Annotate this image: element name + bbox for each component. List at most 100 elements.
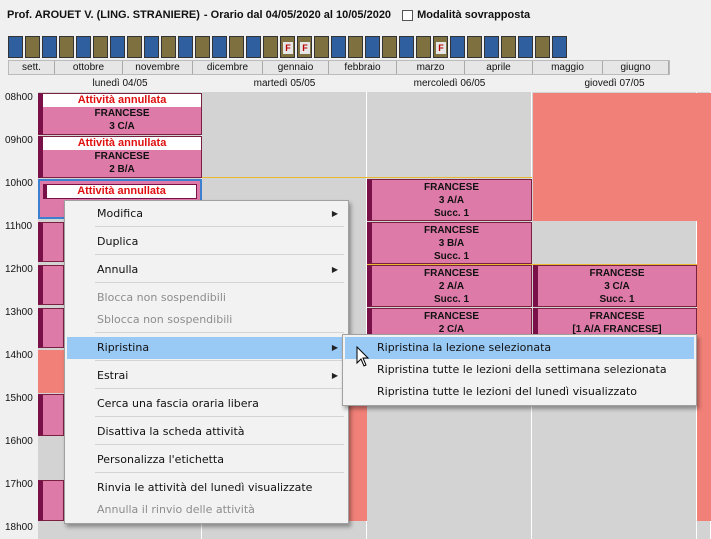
month-label[interactable]: dicembre xyxy=(193,61,263,74)
week-cell[interactable] xyxy=(484,36,499,58)
hour-label: 13h00 xyxy=(5,307,33,318)
lesson-class: 3 C/A xyxy=(604,281,630,292)
week-cell[interactable] xyxy=(552,36,567,58)
lesson-subject: FRANCESE xyxy=(423,182,479,193)
month-label[interactable]: ottobre xyxy=(55,61,123,74)
week-cell[interactable] xyxy=(161,36,176,58)
lesson-card[interactable]: Attività annullata FRANCESE 3 C/A xyxy=(38,93,202,135)
week-cell[interactable] xyxy=(144,36,159,58)
week-cell[interactable] xyxy=(195,36,210,58)
month-label[interactable]: sett. xyxy=(9,61,55,74)
week-cell[interactable] xyxy=(127,36,142,58)
month-label[interactable]: marzo xyxy=(397,61,465,74)
week-cell[interactable]: F xyxy=(433,36,448,58)
menu-item[interactable]: Modifica ▶ xyxy=(67,203,346,225)
week-cell[interactable] xyxy=(59,36,74,58)
menu-separator xyxy=(95,388,344,389)
lesson-note: Succ. 1 xyxy=(599,294,635,305)
lesson-class: [1 A/A FRANCESE] xyxy=(572,324,662,335)
menu-item[interactable]: Estrai ▶ xyxy=(67,365,346,387)
week-cell[interactable] xyxy=(76,36,91,58)
lesson-card[interactable] xyxy=(38,480,64,521)
hour-label: 12h00 xyxy=(5,264,33,275)
menu-item-label: Duplica xyxy=(97,235,139,248)
week-cell[interactable] xyxy=(178,36,193,58)
overlay-checkbox[interactable] xyxy=(402,9,414,21)
week-cell[interactable] xyxy=(382,36,397,58)
holiday-flag: F xyxy=(283,42,293,54)
menu-item[interactable]: Duplica xyxy=(67,231,346,253)
week-cell[interactable] xyxy=(416,36,431,58)
lesson-note: Succ. 1 xyxy=(433,208,470,219)
menu-item[interactable]: Rinvia le attività del lunedì visualizza… xyxy=(67,477,346,499)
week-cell[interactable] xyxy=(246,36,261,58)
month-label[interactable]: giugno xyxy=(603,61,669,74)
week-cell[interactable]: F xyxy=(280,36,295,58)
week-cell[interactable] xyxy=(42,36,57,58)
lesson-card[interactable]: FRANCESE 3 B/A Succ. 1 xyxy=(367,222,532,264)
week-cell[interactable] xyxy=(263,36,278,58)
submenu-arrow-icon: ▶ xyxy=(331,371,338,380)
week-cell[interactable]: F xyxy=(297,36,312,58)
month-label[interactable]: aprile xyxy=(465,61,533,74)
menu-item[interactable]: Disattiva la scheda attività xyxy=(67,421,346,443)
submenu-item-restore-selected[interactable]: Ripristina la lezione selezionata xyxy=(345,337,694,359)
lesson-card[interactable]: Attività annullata FRANCESE 2 B/A xyxy=(38,136,202,178)
lesson-class: 2 B/A xyxy=(109,164,135,175)
week-cell[interactable] xyxy=(110,36,125,58)
cancelled-label: Attività annullata xyxy=(43,137,201,150)
menu-item-label: Blocca non sospendibili xyxy=(97,291,226,304)
menu-item-label: Ripristina xyxy=(97,341,150,354)
lesson-subject: FRANCESE xyxy=(94,151,150,162)
week-cell[interactable] xyxy=(399,36,414,58)
day-header-wednesday[interactable]: mercoledì 06/05 xyxy=(413,78,486,89)
cancelled-label: Attività annullata xyxy=(43,94,201,107)
menu-item[interactable]: Cerca una fascia oraria libera xyxy=(67,393,346,415)
lesson-card[interactable] xyxy=(38,222,64,262)
week-cell[interactable] xyxy=(8,36,23,58)
menu-separator xyxy=(95,332,344,333)
menu-item[interactable]: Personalizza l'etichetta xyxy=(67,449,346,471)
lesson-card[interactable]: FRANCESE 3 C/A Succ. 1 xyxy=(533,265,697,307)
lesson-card[interactable] xyxy=(38,308,64,348)
week-cell[interactable] xyxy=(331,36,346,58)
menu-item[interactable]: Annulla ▶ xyxy=(67,259,346,281)
submenu-arrow-icon: ▶ xyxy=(331,209,338,218)
month-label[interactable]: gennaio xyxy=(263,61,329,74)
month-label[interactable]: novembre xyxy=(123,61,193,74)
month-label[interactable]: maggio xyxy=(533,61,603,74)
week-cell[interactable] xyxy=(501,36,516,58)
week-cell[interactable] xyxy=(518,36,533,58)
week-cell[interactable] xyxy=(365,36,380,58)
month-bar: sett. ottobre novembre dicembre gennaio febbr… xyxy=(8,60,670,75)
unavailable-slot xyxy=(697,93,711,521)
week-cell[interactable] xyxy=(535,36,550,58)
week-cell[interactable] xyxy=(229,36,244,58)
day-header-tuesday[interactable]: martedì 05/05 xyxy=(253,78,316,89)
submenu-item-restore-week[interactable]: Ripristina tutte le lezioni della settim… xyxy=(377,363,667,376)
overlay-label[interactable]: Modalità sovrapposta xyxy=(417,9,531,21)
day-header-thursday[interactable]: giovedì 07/05 xyxy=(584,78,645,89)
submenu-item-restore-monday[interactable]: Ripristina tutte le lezioni del lunedì v… xyxy=(377,385,638,398)
week-cell[interactable] xyxy=(212,36,227,58)
week-cell[interactable] xyxy=(348,36,363,58)
menu-item-label: Sblocca non sospendibili xyxy=(97,313,233,326)
month-label[interactable]: febbraio xyxy=(329,61,397,74)
lesson-card[interactable]: FRANCESE 3 A/A Succ. 1 xyxy=(367,179,532,221)
week-cell[interactable] xyxy=(467,36,482,58)
lesson-card[interactable] xyxy=(38,394,64,436)
day-header-monday[interactable]: lunedì 04/05 xyxy=(92,78,148,89)
menu-item: Annulla il rinvio delle attività xyxy=(67,499,346,521)
lesson-card[interactable]: FRANCESE 2 A/A Succ. 1 xyxy=(367,265,532,307)
menu-separator xyxy=(95,444,344,445)
week-cell[interactable] xyxy=(93,36,108,58)
week-cell[interactable] xyxy=(314,36,329,58)
submenu-arrow-icon: ▶ xyxy=(331,343,338,352)
lesson-class: 3 B/A xyxy=(438,238,465,249)
menu-item[interactable]: Ripristina ▶ xyxy=(67,337,346,359)
week-cell[interactable] xyxy=(25,36,40,58)
menu-item: Blocca non sospendibili xyxy=(67,287,346,309)
week-cell[interactable] xyxy=(450,36,465,58)
hour-column: 08h00 09h00 10h00 11h00 12h00 13h00 14h00 15h00… xyxy=(0,92,37,539)
lesson-card[interactable] xyxy=(38,265,64,305)
